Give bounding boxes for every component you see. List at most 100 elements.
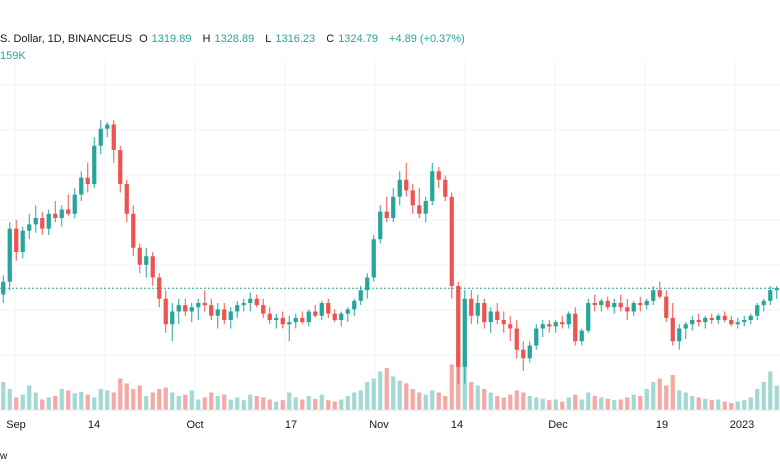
volume-bar	[644, 389, 649, 410]
volume-bar	[579, 399, 584, 410]
candle-body	[514, 328, 519, 350]
open-value: 1319.89	[151, 33, 192, 45]
volume-bar	[66, 390, 71, 410]
volume-bar	[287, 392, 292, 410]
chart-grid	[0, 60, 780, 410]
candle-body	[300, 317, 305, 323]
candle-body	[592, 303, 597, 306]
volume-bar	[248, 394, 253, 410]
volume-bar	[742, 400, 747, 410]
volume-bar	[631, 394, 636, 410]
candle-body	[85, 177, 90, 184]
volume-bar	[40, 399, 45, 410]
volume-bar	[573, 394, 578, 410]
volume-bar	[664, 385, 669, 410]
volume-bar	[319, 394, 324, 410]
candle-body	[150, 256, 155, 278]
candle-body	[423, 201, 428, 214]
candle-body	[293, 317, 298, 323]
volume-bar	[46, 397, 51, 410]
volume-bar	[716, 399, 721, 410]
volume-bar	[618, 399, 623, 410]
volume-bar	[566, 397, 571, 410]
candle-body	[742, 320, 747, 323]
volume-bar	[27, 385, 32, 410]
volume-bar	[378, 371, 383, 410]
candle-body	[345, 309, 350, 314]
volume-bar	[228, 399, 233, 410]
candle-body	[352, 300, 357, 310]
volume-bar	[183, 394, 188, 410]
volume-bar	[735, 401, 740, 410]
volume-bar	[215, 396, 220, 410]
low-value: 1316.23	[275, 33, 316, 45]
candle-body	[176, 305, 181, 312]
candle-body	[605, 300, 610, 308]
volume-bar	[638, 396, 643, 410]
candle-body	[163, 298, 168, 325]
candle-body	[657, 290, 662, 297]
candle-body	[59, 209, 64, 218]
high-label: H	[202, 33, 211, 45]
candle-body	[378, 211, 383, 240]
volume-bar	[768, 371, 773, 410]
volume-bar	[280, 400, 285, 410]
volume-bar	[417, 392, 422, 410]
volume-bar	[33, 392, 38, 410]
volume-bar	[527, 396, 532, 410]
volume-bar	[261, 397, 266, 410]
volume-bar	[774, 385, 779, 410]
candle-body	[111, 124, 116, 150]
candle-body	[215, 309, 220, 316]
candle-body	[735, 322, 740, 325]
candle-body	[677, 328, 682, 342]
volume-bar	[14, 397, 19, 410]
volume-bar	[560, 401, 565, 410]
candle-body	[774, 288, 779, 291]
volume-bar	[709, 400, 714, 410]
candle-body	[27, 224, 32, 231]
candle-body	[20, 230, 25, 252]
candle-body	[716, 315, 721, 320]
candle-body	[534, 328, 539, 346]
volume-bar	[254, 396, 259, 410]
volume-bar	[131, 389, 136, 410]
low-label: L	[265, 33, 272, 45]
volume-bar	[657, 378, 662, 410]
candle-body	[228, 311, 233, 320]
volume-bar	[1, 382, 6, 410]
candle-body	[222, 309, 227, 320]
candle-body	[313, 311, 318, 316]
volume-bar	[423, 394, 428, 410]
candle-body	[319, 303, 324, 316]
candle-body	[761, 300, 766, 306]
volume-bar	[547, 400, 552, 410]
volume-bar	[313, 398, 318, 410]
volume-bar	[586, 392, 591, 410]
volume-bar	[92, 397, 97, 410]
footer-text: w	[0, 451, 8, 462]
candle-body	[644, 300, 649, 306]
volume-bar	[748, 397, 753, 410]
candle-body	[326, 303, 331, 314]
volume-bar	[176, 396, 181, 410]
volume-bar	[508, 394, 513, 410]
volume-bar	[144, 396, 149, 410]
volume-bar	[157, 389, 162, 410]
volume-bar	[85, 394, 90, 410]
volume-bar	[761, 382, 766, 410]
candle-body	[274, 317, 279, 320]
volume-bar	[521, 392, 526, 410]
volume-bar	[501, 397, 506, 410]
candle-body	[670, 317, 675, 342]
candle-body	[631, 303, 636, 312]
symbol-label: S. Dollar, 1D, BINANCEUS	[0, 33, 133, 45]
volume-bar	[605, 398, 610, 410]
candle-body	[332, 313, 337, 320]
candle-body	[540, 324, 545, 329]
candle-body	[768, 290, 773, 301]
x-tick-label: 2023	[730, 419, 754, 431]
volume-bar	[118, 378, 123, 410]
volume-bar	[352, 392, 357, 410]
